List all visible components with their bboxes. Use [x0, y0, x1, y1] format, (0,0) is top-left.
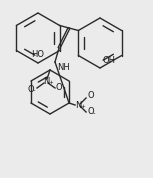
Text: N: N [75, 101, 81, 109]
Text: O: O [87, 108, 94, 116]
Text: +: + [80, 103, 85, 109]
Text: +: + [48, 80, 53, 85]
Text: -: - [93, 110, 96, 116]
Text: O: O [87, 91, 94, 101]
Text: HO: HO [32, 50, 45, 59]
Text: O: O [28, 85, 35, 93]
Text: NH: NH [57, 63, 70, 72]
Text: O: O [56, 83, 63, 93]
Text: N: N [43, 77, 49, 87]
Text: -: - [33, 87, 35, 93]
Text: OH: OH [103, 56, 116, 65]
